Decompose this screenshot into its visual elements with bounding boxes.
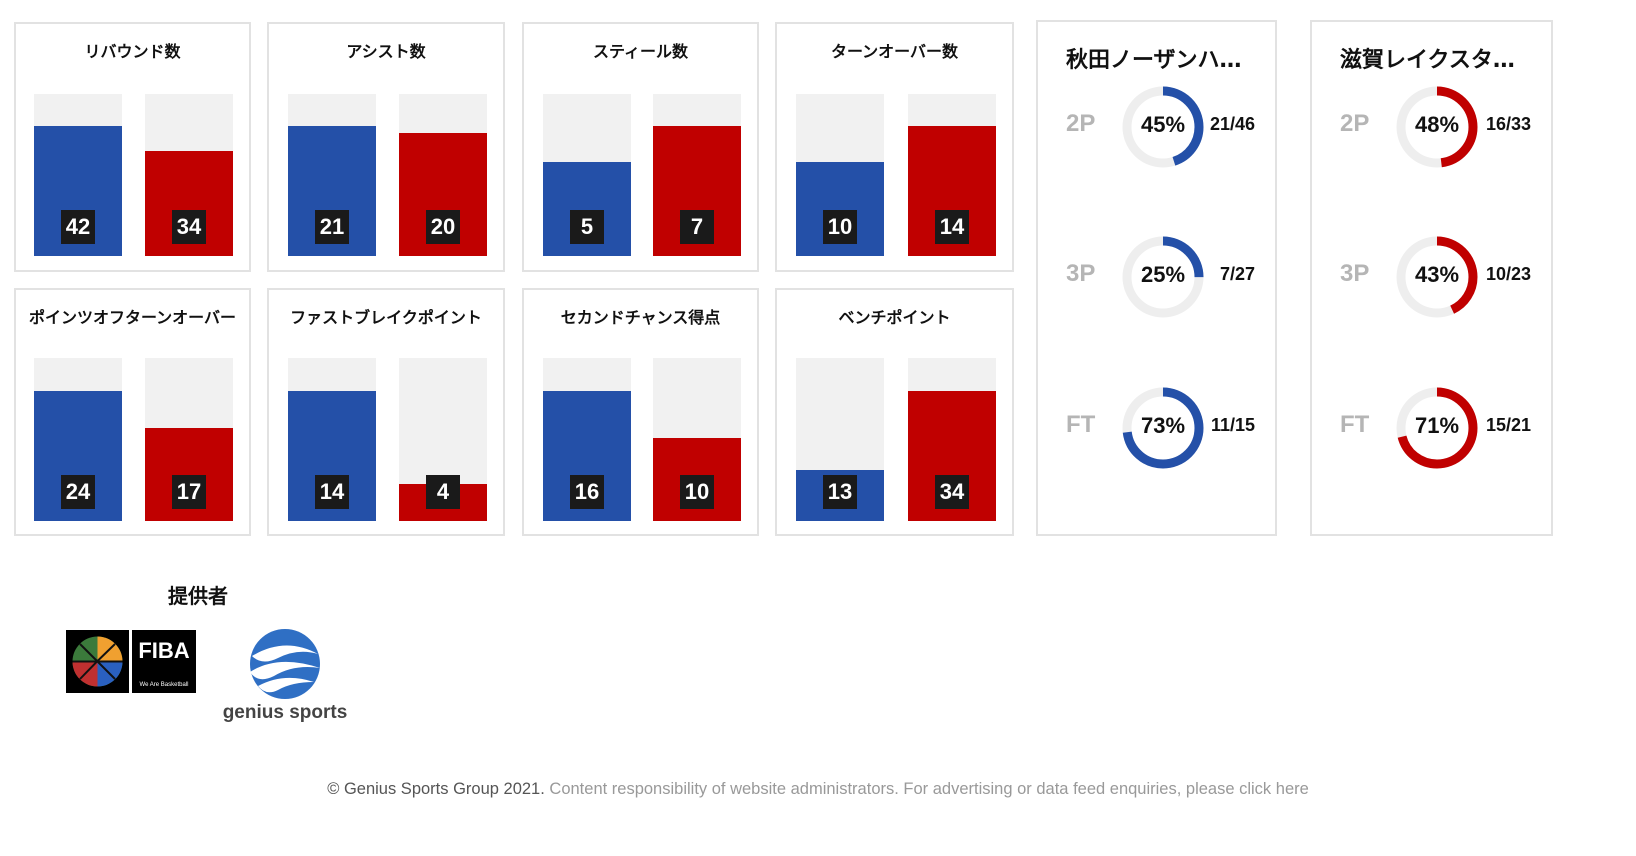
svg-text:FIBA: FIBA (138, 638, 189, 663)
shooting-label: FT (1340, 411, 1370, 438)
footer-notice-link[interactable]: Content responsibility of website admini… (544, 780, 1309, 798)
stat-card-fast-break-points: ファストブレイクポイント 14 4 (267, 288, 505, 536)
footer: © Genius Sports Group 2021. Content resp… (0, 780, 1636, 799)
shooting-card-home: 秋田ノーザンハ… 2P 45% 21/46 3P 25% 7/27 FT 73%… (1036, 20, 1277, 536)
shooting-row-3p: 3P 43% 10/23 (1312, 232, 1551, 322)
team-name: 秋田ノーザンハ… (1066, 48, 1242, 73)
donut-chart (1122, 86, 1204, 168)
away-value: 4 (426, 475, 460, 509)
away-value: 14 (935, 210, 969, 244)
donut-arc (1396, 86, 1478, 168)
away-value: 17 (172, 475, 206, 509)
donut-arc (1122, 236, 1204, 318)
away-bar: 34 (145, 94, 233, 256)
shooting-percentage: 71% (1414, 413, 1460, 438)
donut-arc (1122, 387, 1204, 469)
away-value: 34 (172, 210, 206, 244)
shooting-row-ft: FT 73% 11/15 (1038, 383, 1275, 473)
shooting-label: 3P (1340, 260, 1370, 287)
home-value: 10 (823, 210, 857, 244)
home-value: 24 (61, 475, 95, 509)
home-bar: 13 (796, 358, 884, 521)
away-value: 34 (935, 475, 969, 509)
home-bar: 10 (796, 94, 884, 256)
shooting-label: 2P (1340, 110, 1370, 137)
svg-text:genius sports: genius sports (223, 702, 348, 723)
stat-card-rebounds: リバウンド数 42 34 (14, 22, 251, 272)
home-value: 14 (315, 475, 349, 509)
home-bar: 21 (288, 94, 376, 256)
shooting-label: FT (1066, 411, 1096, 438)
away-bar: 14 (908, 94, 996, 256)
stat-card-title: リバウンド数 (84, 42, 181, 61)
shooting-row-3p: 3P 25% 7/27 (1038, 232, 1275, 322)
shooting-percentage: 43% (1414, 262, 1460, 287)
stat-card-title: ターンオーバー数 (830, 42, 959, 61)
donut-arc (1396, 387, 1478, 469)
footer-copyright: © Genius Sports Group 2021. (327, 780, 545, 798)
stat-card-assists: アシスト数 21 20 (267, 22, 505, 272)
stat-card-title: ポインツオフターンオーバー (28, 308, 237, 327)
away-value: 20 (426, 210, 460, 244)
shooting-made-attempted: 15/21 (1485, 415, 1531, 435)
shooting-row-2p: 2P 48% 16/33 (1312, 82, 1551, 172)
donut-chart (1396, 387, 1478, 469)
away-bar: 4 (399, 358, 487, 521)
stat-card-title: アシスト数 (346, 42, 426, 61)
stat-card-title: セカンドチャンス得点 (560, 308, 721, 327)
away-bar: 20 (399, 94, 487, 256)
donut-arc (1396, 236, 1478, 318)
home-value: 42 (61, 210, 95, 244)
donut-chart (1396, 86, 1478, 168)
genius-sports-logo[interactable]: genius sports (218, 628, 352, 724)
stat-card-points-off-turnovers: ポインツオフターンオーバー 24 17 (14, 288, 251, 536)
away-value: 10 (680, 475, 714, 509)
away-value: 7 (680, 210, 714, 244)
shooting-percentage: 25% (1140, 262, 1186, 287)
shooting-percentage: 73% (1140, 413, 1186, 438)
stat-card-title: ベンチポイント (838, 308, 951, 327)
stat-card-title: ファストブレイクポイント (290, 308, 482, 327)
home-value: 21 (315, 210, 349, 244)
shooting-percentage: 45% (1140, 112, 1186, 137)
home-bar: 14 (288, 358, 376, 521)
home-bar: 5 (543, 94, 631, 256)
home-bar: 42 (34, 94, 122, 256)
shooting-percentage: 48% (1414, 112, 1460, 137)
shooting-made-attempted: 21/46 (1209, 114, 1255, 134)
stat-card-steals: スティール数 5 7 (522, 22, 759, 272)
shooting-made-attempted: 11/15 (1210, 415, 1255, 435)
shooting-row-2p: 2P 45% 21/46 (1038, 82, 1275, 172)
home-value: 5 (570, 210, 604, 244)
shooting-row-ft: FT 71% 15/21 (1312, 383, 1551, 473)
away-bar: 17 (145, 358, 233, 521)
shooting-made-attempted: 10/23 (1485, 264, 1531, 284)
shooting-card-away: 滋賀レイクスタ… 2P 48% 16/33 3P 43% 10/23 FT 71… (1310, 20, 1553, 536)
stat-card-bench-points: ベンチポイント 13 34 (775, 288, 1014, 536)
shooting-label: 2P (1066, 110, 1096, 137)
shooting-made-attempted: 7/27 (1219, 264, 1255, 284)
svg-text:We Are Basketball: We Are Basketball (140, 682, 189, 688)
away-bar: 10 (653, 358, 741, 521)
home-bar: 24 (34, 358, 122, 521)
home-value: 13 (823, 475, 857, 509)
donut-chart (1396, 236, 1478, 318)
home-value: 16 (570, 475, 604, 509)
donut-chart (1122, 387, 1204, 469)
away-bar: 7 (653, 94, 741, 256)
stat-card-title: スティール数 (592, 42, 689, 61)
team-name: 滋賀レイクスタ… (1340, 48, 1515, 73)
away-bar: 34 (908, 358, 996, 521)
sponsor-title: 提供者 (168, 584, 228, 608)
donut-chart (1122, 236, 1204, 318)
stat-card-turnovers: ターンオーバー数 10 14 (775, 22, 1014, 272)
home-bar: 16 (543, 358, 631, 521)
donut-arc (1122, 86, 1204, 168)
shooting-made-attempted: 16/33 (1485, 114, 1531, 134)
shooting-label: 3P (1066, 260, 1096, 287)
fiba-logo[interactable]: FIBA We Are Basketball (66, 630, 196, 693)
stat-card-second-chance-points: セカンドチャンス得点 16 10 (522, 288, 759, 536)
